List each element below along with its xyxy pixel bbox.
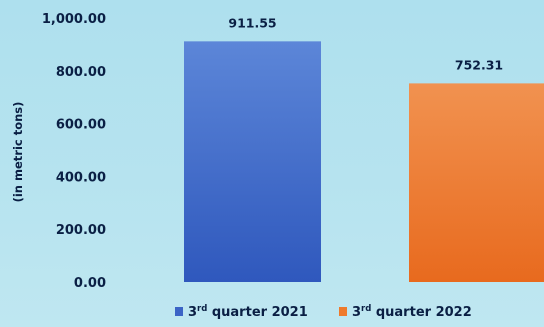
legend-label-superscript: rd	[197, 304, 207, 314]
legend-label-superscript: rd	[361, 304, 371, 314]
legend-label-suffix: quarter 2022	[371, 305, 471, 320]
legend-label-2: 3rd quarter 2022	[352, 304, 472, 320]
legend-swatch-2	[339, 307, 347, 316]
y-tick-label: 800.00	[56, 65, 106, 80]
y-tick-labels: 0.00 200.00 400.00 600.00 800.00 1,000.00	[42, 12, 106, 291]
bar-1	[184, 41, 321, 282]
y-tick-label: 400.00	[56, 170, 106, 185]
bars	[184, 41, 544, 282]
bar-value-label-2: 752.31	[455, 57, 503, 72]
legend-label-suffix: quarter 2021	[207, 305, 307, 320]
legend-label-1: 3rd quarter 2021	[188, 304, 308, 320]
y-tick-label: 600.00	[56, 118, 106, 133]
bar-value-label-1: 911.55	[228, 15, 276, 30]
bar-2	[409, 83, 544, 282]
legend-swatch-1	[175, 307, 183, 316]
y-tick-label: 200.00	[56, 223, 106, 238]
y-axis-title: (in metric tons)	[11, 102, 25, 203]
legend: 3rd quarter 2021 3rd quarter 2022	[175, 304, 472, 320]
y-tick-label: 0.00	[74, 276, 106, 291]
y-tick-label: 1,000.00	[42, 12, 106, 27]
legend-label-prefix: 3	[352, 305, 361, 320]
legend-label-prefix: 3	[188, 305, 197, 320]
